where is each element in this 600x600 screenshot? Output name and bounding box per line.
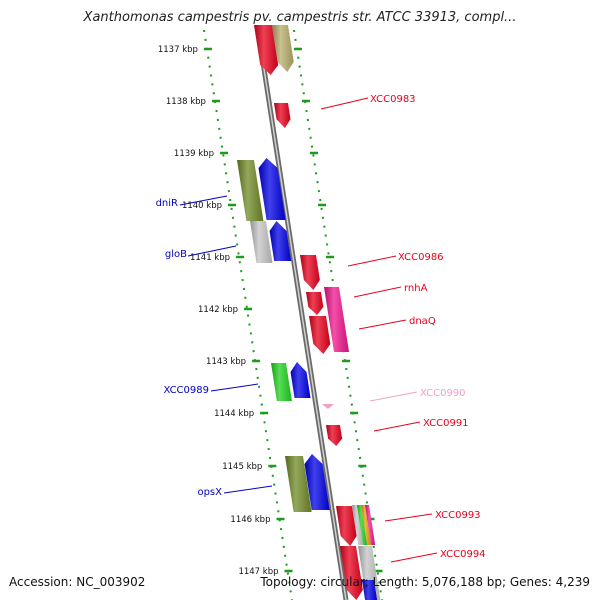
ruler-label: 1138 kbp	[166, 97, 206, 107]
gene-feature[interactable]	[272, 25, 294, 72]
gene-feature[interactable]	[365, 505, 376, 545]
gene-feature[interactable]	[254, 25, 279, 75]
gene-label-xcc0983[interactable]: XCC0983	[370, 94, 416, 105]
gene-label-glob[interactable]: gloB	[165, 249, 187, 260]
ruler-label: 1137 kbp	[158, 45, 198, 55]
gene-label-dnir[interactable]: dniR	[156, 198, 178, 209]
gene-feature[interactable]	[304, 454, 330, 510]
gene-label-xcc0991[interactable]: XCC0991	[423, 418, 469, 429]
leader-line	[179, 195, 228, 206]
leader-line	[353, 286, 402, 298]
leader-line	[390, 552, 438, 563]
ruler-label: 1139 kbp	[174, 149, 214, 159]
gene-feature[interactable]	[269, 221, 292, 261]
leader-line	[384, 513, 433, 522]
gene-label-xcc0989[interactable]: XCC0989	[163, 385, 209, 396]
gene-feature[interactable]	[322, 404, 334, 409]
gene-feature[interactable]	[237, 160, 264, 221]
gene-feature[interactable]	[290, 362, 311, 398]
gene-feature[interactable]	[340, 546, 363, 600]
leader-line	[369, 391, 418, 402]
leader-line	[320, 97, 369, 110]
leader-line	[210, 383, 259, 392]
gene-feature[interactable]	[306, 292, 324, 315]
gene-label-rnha[interactable]: rnhA	[404, 283, 428, 294]
gene-feature[interactable]	[336, 506, 357, 546]
gene-label-xcc0990[interactable]: XCC0990	[420, 388, 466, 399]
leader-line	[347, 255, 397, 267]
leader-line	[187, 245, 237, 257]
gene-feature[interactable]	[326, 425, 343, 446]
gene-feature[interactable]	[250, 221, 273, 263]
leader-line	[358, 319, 407, 330]
ruler-label: 1147 kbp	[238, 567, 278, 577]
gene-feature[interactable]	[309, 316, 331, 354]
ruler-label: 1143 kbp	[206, 357, 246, 367]
leader-line	[373, 421, 421, 432]
gene-label-xcc0993[interactable]: XCC0993	[435, 510, 481, 521]
gene-feature[interactable]	[324, 287, 350, 352]
gene-feature[interactable]	[352, 505, 365, 545]
ruler-label: 1142 kbp	[198, 305, 238, 315]
topology-text: Topology: circular; Length: 5,076,188 bp…	[260, 575, 590, 589]
gene-label-opsx[interactable]: opsX	[197, 487, 222, 498]
gene-feature[interactable]	[271, 363, 292, 401]
label-leaders	[179, 97, 438, 563]
ruler-label: 1140 kbp	[182, 201, 222, 211]
gene-feature[interactable]	[300, 255, 320, 290]
ruler-label: 1146 kbp	[230, 515, 270, 525]
ruler-labels: 1137 kbp 1138 kbp 1139 kbp 1140 kbp 1141 kbp…	[158, 45, 279, 577]
gene-label-xcc0986[interactable]: XCC0986	[398, 252, 444, 263]
gene-labels[interactable]: XCC0983 XCC0986 rnhA dnaQ XCC0990 XCC0991 XCC0…	[156, 94, 486, 560]
gene-label-xcc0994[interactable]: XCC0994	[440, 549, 486, 560]
gene-feature[interactable]	[362, 580, 378, 600]
gene-feature[interactable]	[285, 456, 312, 512]
gene-feature[interactable]	[361, 505, 372, 545]
ruler-label: 1141 kbp	[190, 253, 230, 263]
gene-feature[interactable]	[274, 103, 291, 128]
map-title: Xanthomonas campestris pv. campestris st…	[83, 10, 517, 25]
gene-features[interactable]	[237, 25, 381, 600]
ruler-label: 1144 kbp	[214, 409, 254, 419]
gene-label-dnaq[interactable]: dnaQ	[409, 316, 436, 327]
leader-line	[223, 485, 273, 494]
gene-feature[interactable]	[357, 505, 368, 545]
gene-feature[interactable]	[258, 158, 286, 220]
accession-text: Accession: NC_003902	[9, 575, 146, 589]
genome-backbone	[255, 29, 349, 600]
ruler-label: 1145 kbp	[222, 462, 262, 472]
